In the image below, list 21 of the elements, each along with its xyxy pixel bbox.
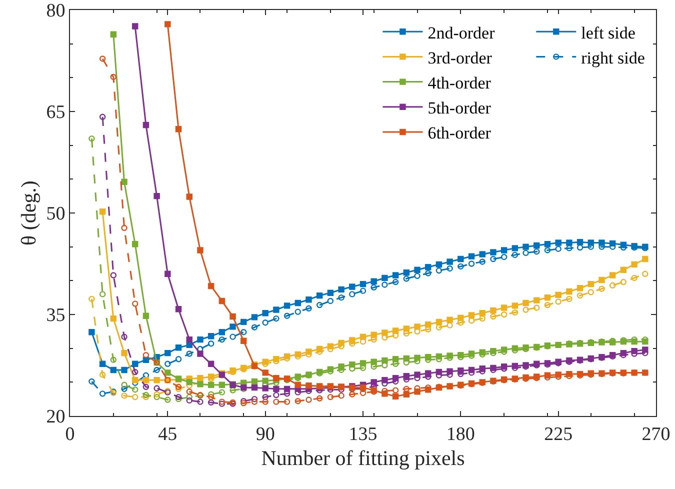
legend-label: 3rd-order — [428, 48, 492, 68]
x-tick-label: 135 — [348, 424, 378, 445]
x-tick-label: 270 — [642, 424, 670, 445]
x-tick-label: 45 — [158, 424, 178, 445]
y-tick-label: 65 — [46, 102, 66, 124]
y-tick-label: 50 — [46, 204, 66, 225]
y-tick-label: 35 — [46, 305, 66, 326]
legend-label: 5th-order — [428, 98, 492, 118]
legend-label: 6th-order — [428, 124, 492, 143]
x-axis-title: Number of fitting pixels — [261, 446, 465, 470]
legend-label: 4th-order — [428, 73, 492, 92]
x-tick-label: 180 — [446, 424, 475, 445]
x-tick-label: 225 — [544, 424, 573, 445]
x-tick-label: 90 — [256, 424, 275, 445]
y-tick-label: 80 — [46, 0, 66, 22]
x-tick-label: 0 — [65, 424, 75, 445]
y-tick-label: 20 — [46, 406, 66, 428]
y-axis-title: θ (deg.) — [16, 180, 40, 246]
legend-label: left side — [581, 23, 636, 42]
legend-label: right side — [581, 48, 645, 68]
legend-label: 2nd-order — [428, 23, 496, 42]
